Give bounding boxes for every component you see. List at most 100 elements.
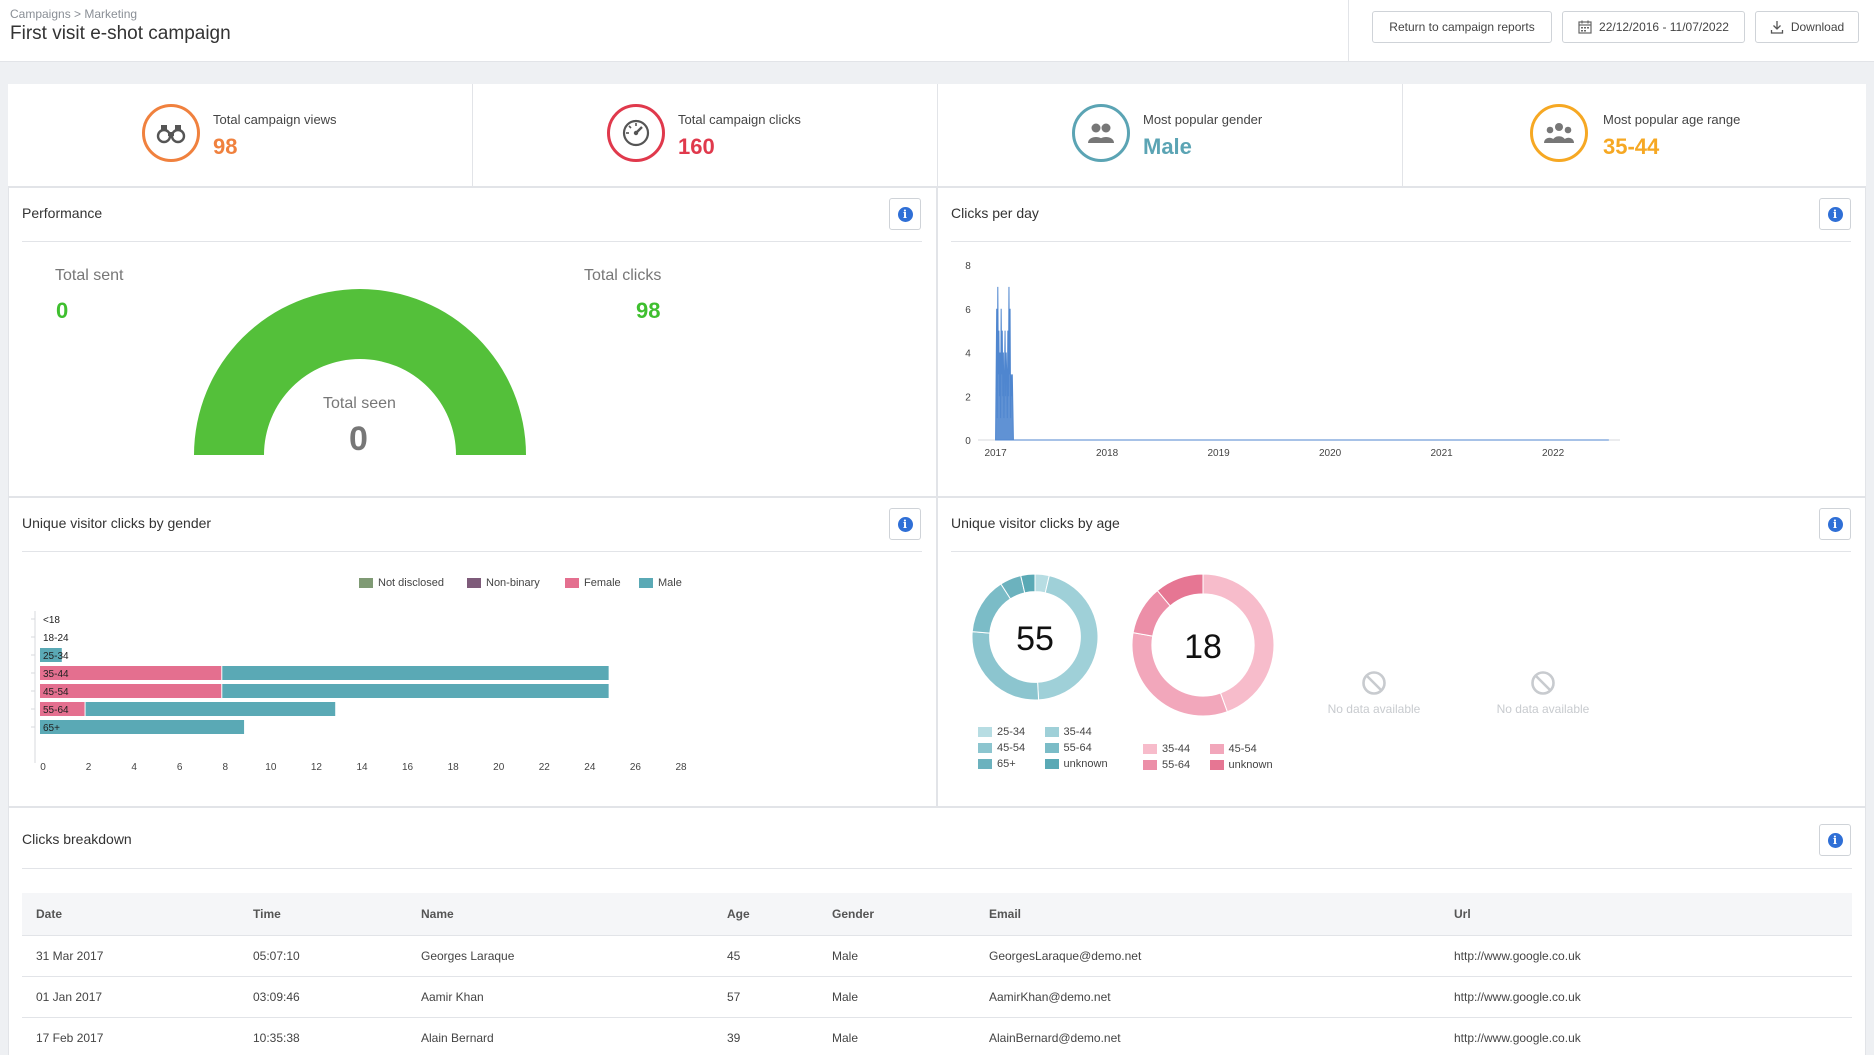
table-row[interactable]: 01 Jan 2017 03:09:46 Aamir Khan 57 Male Aamir… (22, 976, 1852, 1018)
bar-segment[interactable] (40, 684, 222, 698)
date-range-picker[interactable]: 22/12/2016 - 11/07/2022 (1562, 11, 1745, 43)
legend-item[interactable]: 55-64 (1044, 742, 1118, 754)
legend-item[interactable]: 55-64 (1143, 759, 1201, 771)
x-tick-label: 2020 (1319, 448, 1342, 459)
legend-item[interactable]: 25-34 (978, 726, 1036, 738)
stat-value: 160 (678, 134, 715, 159)
legend-swatch (467, 578, 481, 588)
legend-item[interactable]: unknown (1044, 758, 1118, 770)
legend-item[interactable]: unknown (1209, 759, 1283, 771)
x-tick-label: 26 (630, 762, 642, 773)
donut-slice[interactable] (1156, 573, 1204, 607)
y-tick-label: 4 (965, 349, 971, 360)
donut-slice[interactable] (1020, 573, 1036, 594)
table-cell: 45 (713, 935, 818, 977)
table-cell[interactable]: http://www.google.co.uk (1440, 1017, 1852, 1055)
info-icon: i (1827, 516, 1843, 532)
breadcrumb[interactable]: Campaigns > Marketing (10, 7, 138, 21)
top-bar: Campaigns > Marketing First visit e-shot… (0, 0, 1874, 62)
column-header[interactable]: Gender (818, 893, 975, 936)
table-cell: 31 Mar 2017 (22, 935, 239, 977)
table-row[interactable]: 31 Mar 2017 05:07:10 Georges Laraque 45 Male… (22, 935, 1852, 977)
bar-segment[interactable] (222, 684, 609, 698)
legend-item-female[interactable]: Female (565, 577, 621, 589)
column-header[interactable]: Age (713, 893, 818, 936)
x-tick-label: 16 (402, 762, 414, 773)
legend-item[interactable]: 45-54 (978, 742, 1036, 754)
table-cell: Aamir Khan (407, 976, 713, 1018)
donut-total: 18 (1184, 628, 1222, 666)
performance-info-button[interactable]: i (889, 198, 921, 230)
total-seen-label: Total seen (323, 395, 396, 412)
column-header[interactable]: Time (239, 893, 407, 936)
x-tick-label: 18 (448, 762, 460, 773)
return-to-reports-button[interactable]: Return to campaign reports (1372, 11, 1552, 43)
download-button-label: Download (1790, 20, 1845, 34)
table-cell: 10:35:38 (239, 1017, 407, 1055)
legend-label: Female (584, 577, 621, 589)
stat-card-clicks: Total campaign clicks 160 (473, 84, 938, 187)
table-cell[interactable]: http://www.google.co.uk (1440, 935, 1852, 977)
column-header[interactable]: Name (407, 893, 713, 936)
clicks-per-day-panel (937, 187, 1866, 497)
legend-label: 65+ (997, 758, 1016, 770)
column-header[interactable]: Date (22, 893, 239, 936)
speedometer-icon (607, 104, 665, 162)
legend-item-male[interactable]: Male (639, 577, 682, 589)
no-data-label: No data available (1327, 702, 1421, 716)
group-icon (1530, 104, 1588, 162)
legend-item[interactable]: 35-44 (1143, 743, 1201, 755)
clicks-breakdown-table: Date Time Name Age Gender Email Url 31 Mar 201… (22, 893, 1852, 1055)
column-header[interactable]: Email (975, 893, 1440, 936)
age-donut-female-legend: 35-44 45-54 55-64 unknown (1143, 743, 1283, 771)
legend-swatch (1143, 744, 1157, 754)
legend-item[interactable]: 35-44 (1044, 726, 1118, 738)
bar-segment[interactable] (222, 666, 609, 680)
table-cell: 03:09:46 (239, 976, 407, 1018)
divider (22, 551, 922, 552)
column-header[interactable]: Url (1440, 893, 1852, 936)
donut-slice[interactable] (971, 583, 1012, 634)
clicks-per-day-info-button[interactable]: i (1819, 198, 1851, 230)
y-tick-label: 8 (965, 261, 971, 272)
bar-segment[interactable] (40, 702, 85, 716)
legend-swatch (639, 578, 653, 588)
total-sent-label: Total sent (55, 267, 124, 284)
divider (1348, 0, 1349, 62)
legend-item[interactable]: 65+ (978, 758, 1036, 770)
bar-segment[interactable] (40, 648, 62, 662)
table-row[interactable]: 17 Feb 2017 10:35:38 Alain Bernard 39 Male Al… (22, 1017, 1852, 1055)
x-tick-label: 8 (223, 762, 229, 773)
legend-item[interactable]: 45-54 (1209, 743, 1283, 755)
legend-swatch (1143, 760, 1157, 770)
download-button[interactable]: Download (1755, 11, 1859, 43)
x-tick-label: 6 (177, 762, 183, 773)
gender-info-button[interactable]: i (889, 508, 921, 540)
download-icon (1770, 21, 1783, 34)
donut-slice[interactable] (1202, 573, 1275, 713)
clicks-breakdown-info-button[interactable]: i (1819, 824, 1851, 856)
table-cell: 57 (713, 976, 818, 1018)
bar-segment[interactable] (40, 720, 245, 734)
age-donut-male: 55 (971, 573, 1099, 701)
legend-label: 55-64 (1162, 759, 1191, 771)
bar-segment[interactable] (85, 702, 336, 716)
legend-swatch (978, 759, 992, 769)
category-label: 18-24 (43, 633, 69, 644)
table-cell: Georges Laraque (407, 935, 713, 977)
legend-swatch (978, 743, 992, 753)
table-cell: 01 Jan 2017 (22, 976, 239, 1018)
x-tick-label: 20 (493, 762, 505, 773)
legend-label: 35-44 (1162, 743, 1191, 755)
bar-segment[interactable] (40, 666, 222, 680)
legend-swatch (1209, 744, 1224, 754)
legend-swatch (565, 578, 579, 588)
performance-title: Performance (22, 205, 103, 221)
legend-item-not-disclosed[interactable]: Not disclosed (359, 577, 444, 589)
legend-label: unknown (1228, 759, 1273, 771)
table-body: 31 Mar 2017 05:07:10 Georges Laraque 45 Male… (22, 935, 1852, 1055)
legend-item-non-binary[interactable]: Non-binary (467, 577, 540, 589)
age-info-button[interactable]: i (1819, 508, 1851, 540)
clicks-area-series (995, 286, 1609, 441)
table-cell[interactable]: http://www.google.co.uk (1440, 976, 1852, 1018)
